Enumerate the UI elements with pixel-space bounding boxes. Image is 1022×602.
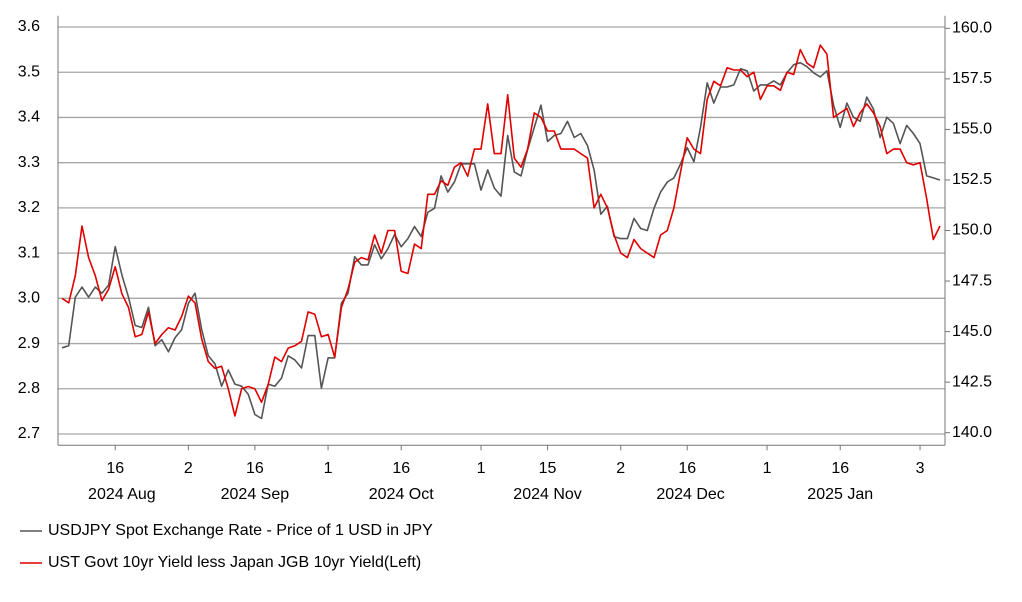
y-tick-label: 3.3 bbox=[18, 154, 40, 171]
y2-tick-label: 142.5 bbox=[952, 373, 992, 390]
y2-tick-label: 160.0 bbox=[952, 20, 992, 37]
month-label: 2024 Dec bbox=[656, 486, 725, 503]
x-tick-label: 2 bbox=[616, 460, 625, 477]
y2-tick-label: 157.5 bbox=[952, 70, 992, 87]
y2-tick-label: 152.5 bbox=[952, 171, 992, 188]
y-tick-label: 2.9 bbox=[18, 335, 40, 352]
y-tick-label: 3.1 bbox=[18, 244, 40, 261]
x-tick-label: 3 bbox=[916, 460, 925, 477]
legend-label: USDJPY Spot Exchange Rate - Price of 1 U… bbox=[48, 522, 433, 539]
series-line bbox=[61, 44, 941, 417]
month-label: 2024 Oct bbox=[369, 486, 434, 503]
x-tick-label: 16 bbox=[678, 460, 696, 477]
y-tick-label: 3.0 bbox=[18, 290, 40, 307]
y-tick-label: 3.4 bbox=[18, 109, 40, 126]
month-label: 2024 Aug bbox=[88, 486, 156, 503]
y-tick-label: 3.5 bbox=[18, 63, 40, 80]
legend-label: UST Govt 10yr Yield less Japan JGB 10yr … bbox=[48, 554, 421, 571]
x-tick-label: 16 bbox=[831, 460, 849, 477]
x-tick-label: 16 bbox=[106, 460, 124, 477]
y2-tick-label: 145.0 bbox=[952, 323, 992, 340]
series-line bbox=[61, 61, 941, 420]
month-label: 2024 Sep bbox=[221, 486, 290, 503]
y2-tick-label: 150.0 bbox=[952, 222, 992, 239]
y2-tick-label: 155.0 bbox=[952, 121, 992, 138]
month-label: 2025 Jan bbox=[807, 486, 873, 503]
x-tick-label: 2 bbox=[184, 460, 193, 477]
x-tick-label: 16 bbox=[246, 460, 264, 477]
x-tick-label: 1 bbox=[763, 460, 772, 477]
x-tick-label: 16 bbox=[392, 460, 410, 477]
y2-tick-label: 147.5 bbox=[952, 272, 992, 289]
x-tick-label: 1 bbox=[324, 460, 333, 477]
y-tick-label: 2.7 bbox=[18, 425, 40, 442]
y-tick-label: 3.6 bbox=[18, 18, 40, 35]
y-tick-label: 2.8 bbox=[18, 380, 40, 397]
x-tick-label: 15 bbox=[539, 460, 557, 477]
x-tick-label: 1 bbox=[477, 460, 486, 477]
y-tick-label: 3.2 bbox=[18, 199, 40, 216]
y2-tick-label: 140.0 bbox=[952, 424, 992, 441]
month-label: 2024 Nov bbox=[513, 486, 582, 503]
